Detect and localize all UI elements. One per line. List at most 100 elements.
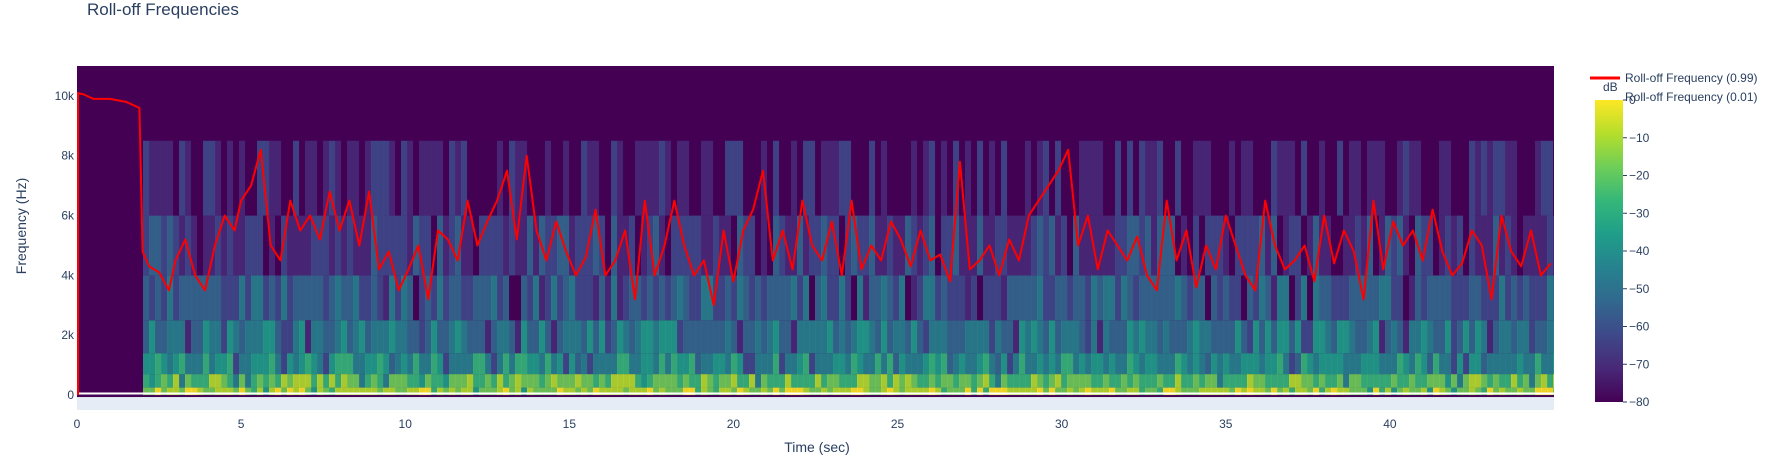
- spectrogram-cell: [305, 275, 312, 321]
- spectrogram-cell: [911, 215, 918, 276]
- spectrogram-cell: [281, 387, 288, 396]
- spectrogram-cell: [1463, 387, 1470, 396]
- spectrogram-cell: [347, 374, 354, 388]
- spectrogram-cell: [1337, 387, 1344, 396]
- spectrogram-cell: [629, 275, 636, 321]
- spectrogram-cell: [1097, 353, 1104, 375]
- spectrogram-cell: [593, 275, 600, 321]
- spectrogram-cell: [1247, 275, 1254, 321]
- spectrogram-cell: [1013, 215, 1020, 276]
- spectrogram-cell: [1319, 353, 1326, 375]
- spectrogram-cell: [875, 353, 882, 375]
- spectrogram-cell: [377, 275, 384, 321]
- spectrogram-cell: [623, 374, 630, 388]
- spectrogram-cell: [245, 140, 252, 216]
- spectrogram-cell: [1529, 275, 1536, 321]
- spectrogram-cell: [707, 387, 714, 396]
- spectrogram-cell: [857, 374, 864, 388]
- spectrogram-cell: [851, 374, 858, 388]
- spectrogram-cell: [1511, 140, 1518, 216]
- spectrogram-cell: [401, 353, 408, 375]
- spectrogram-cell: [623, 387, 630, 396]
- spectrogram-cell: [305, 374, 312, 388]
- spectrogram-cell: [749, 275, 756, 321]
- spectrogram-cell: [533, 140, 540, 216]
- spectrogram-cell: [833, 387, 840, 396]
- spectrogram-cell: [1385, 387, 1392, 396]
- spectrogram-cell: [1025, 353, 1032, 375]
- spectrogram-cell: [1043, 320, 1050, 354]
- spectrogram-cell: [1169, 320, 1176, 354]
- spectrogram-cell: [1505, 387, 1512, 396]
- spectrogram-cell: [1241, 275, 1248, 321]
- spectrogram-cell: [791, 215, 798, 276]
- spectrogram-cell: [305, 320, 312, 354]
- spectrogram-cell: [455, 387, 462, 396]
- spectrogram-cell: [809, 140, 816, 216]
- spectrogram-cell: [551, 140, 558, 216]
- spectrogram-cell: [287, 215, 294, 276]
- spectrogram-cell: [875, 275, 882, 321]
- spectrogram-cell: [1139, 387, 1146, 396]
- spectrogram-cell: [491, 387, 498, 396]
- spectrogram-cell: [431, 374, 438, 388]
- spectrogram-cell: [1283, 320, 1290, 354]
- spectrogram-cell: [983, 215, 990, 276]
- x-tick-label: 20: [727, 417, 741, 431]
- spectrogram-cell: [767, 387, 774, 396]
- spectrogram-cell: [203, 353, 210, 375]
- spectrogram-cell: [1499, 353, 1506, 375]
- spectrogram-cell: [371, 215, 378, 276]
- spectrogram-cell: [971, 140, 978, 216]
- spectrogram-cell: [857, 320, 864, 354]
- spectrogram-cell: [923, 140, 930, 216]
- spectrogram-cell: [1127, 215, 1134, 276]
- spectrogram-cell: [1349, 275, 1356, 321]
- spectrogram-cell: [1505, 320, 1512, 354]
- spectrogram-cell: [1031, 320, 1038, 354]
- spectrogram-cell: [1043, 387, 1050, 396]
- spectrogram-cell: [617, 387, 624, 396]
- spectrogram-cell: [305, 215, 312, 276]
- spectrogram-cell: [1367, 140, 1374, 216]
- spectrogram-cell: [509, 353, 516, 375]
- spectrogram-cell: [1097, 140, 1104, 216]
- spectrogram-cell: [335, 320, 342, 354]
- spectrogram-cell: [815, 320, 822, 354]
- spectrogram-cell: [1133, 140, 1140, 216]
- spectrogram-cell: [785, 140, 792, 216]
- spectrogram-cell: [179, 353, 186, 375]
- spectrogram-cell: [1169, 353, 1176, 375]
- spectrogram-cell: [593, 215, 600, 276]
- spectrogram-cell: [245, 353, 252, 375]
- spectrogram-cell: [617, 374, 624, 388]
- colorbar: [1595, 100, 1623, 402]
- spectrogram-cell: [635, 387, 642, 396]
- spectrogram-cell: [1223, 374, 1230, 388]
- spectrogram-cell: [347, 353, 354, 375]
- spectrogram-cell: [1187, 275, 1194, 321]
- legend-entry-0: Roll-off Frequency (0.99): [1625, 71, 1758, 85]
- spectrogram-cell: [215, 387, 222, 396]
- spectrogram-cell: [1553, 387, 1554, 396]
- spectrogram-cell: [1223, 353, 1230, 375]
- spectrogram-cell: [743, 353, 750, 375]
- spectrogram-cell: [1259, 374, 1266, 388]
- spectrogram-cell: [683, 353, 690, 375]
- spectrogram-cell: [521, 320, 528, 354]
- spectrogram-cell: [677, 215, 684, 276]
- spectrogram-cell: [695, 320, 702, 354]
- spectrogram-cell: [881, 140, 888, 216]
- spectrogram-cell: [485, 215, 492, 276]
- spectrogram-cell: [905, 215, 912, 276]
- spectrogram-cell: [269, 374, 276, 388]
- spectrogram-cell: [1403, 140, 1410, 216]
- spectrogram-cell: [653, 387, 660, 396]
- spectrogram-cell: [221, 140, 228, 216]
- spectrogram-cell: [347, 215, 354, 276]
- spectrogram-cell: [611, 275, 618, 321]
- spectrogram-cell: [1421, 320, 1428, 354]
- spectrogram-cell: [251, 275, 258, 321]
- spectrogram-cell: [521, 353, 528, 375]
- spectrogram-cell: [749, 387, 756, 396]
